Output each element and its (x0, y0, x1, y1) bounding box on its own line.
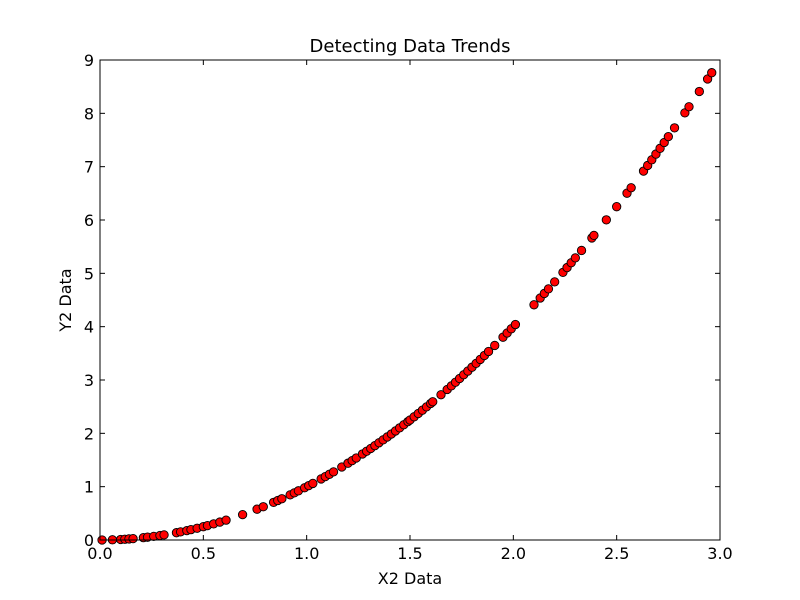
x-tick-label: 2.5 (604, 544, 629, 563)
x-tick-label: 2.0 (501, 544, 526, 563)
data-point (308, 478, 318, 489)
y-tick-label: 9 (84, 51, 94, 70)
data-point (612, 202, 622, 212)
y-tick-label: 5 (84, 264, 94, 283)
data-point (570, 253, 580, 263)
data-point (510, 319, 521, 330)
x-tick-label: 1.0 (294, 544, 319, 563)
x-axis: 0.0 0.5 1.0 1.5 2.0 2.5 3.0 (87, 60, 733, 563)
x-axis-label: X2 Data (378, 569, 442, 588)
data-point (663, 131, 673, 142)
y-tick-label: 7 (84, 158, 94, 177)
data-point (483, 346, 494, 357)
data-point (694, 86, 704, 97)
y-tick-label: 4 (84, 318, 94, 337)
data-point (237, 509, 248, 520)
data-point (684, 102, 694, 112)
y-tick-label: 8 (84, 104, 94, 123)
chart-title: Detecting Data Trends (310, 36, 511, 57)
data-point (543, 284, 554, 294)
data-point (258, 502, 268, 512)
data-point (601, 215, 611, 225)
x-tick-label: 0.0 (87, 544, 112, 563)
data-point (707, 68, 717, 78)
data-point (436, 390, 446, 400)
y-tick-label: 0 (84, 531, 94, 550)
data-points (97, 68, 717, 545)
x-tick-label: 3.0 (707, 544, 732, 563)
data-point (550, 277, 560, 287)
data-point (277, 494, 287, 504)
y-axis: 0 1 2 3 4 5 6 7 8 9 (84, 51, 720, 550)
data-point (490, 340, 500, 351)
data-point (128, 533, 138, 544)
y-tick-label: 3 (84, 371, 94, 390)
data-point (159, 530, 169, 540)
y-tick-label: 6 (84, 211, 94, 230)
data-point (589, 230, 599, 241)
data-point (328, 467, 339, 477)
y-tick-label: 1 (84, 478, 94, 497)
y-tick-label: 2 (84, 424, 94, 443)
data-point (428, 397, 438, 407)
data-point (576, 245, 587, 256)
x-tick-label: 1.5 (397, 544, 422, 563)
data-point (669, 123, 680, 133)
data-point (626, 183, 636, 193)
x-tick-label: 0.5 (191, 544, 216, 563)
data-point (221, 515, 231, 525)
data-point (529, 300, 539, 310)
y-axis-label: Y2 Data (56, 268, 75, 332)
